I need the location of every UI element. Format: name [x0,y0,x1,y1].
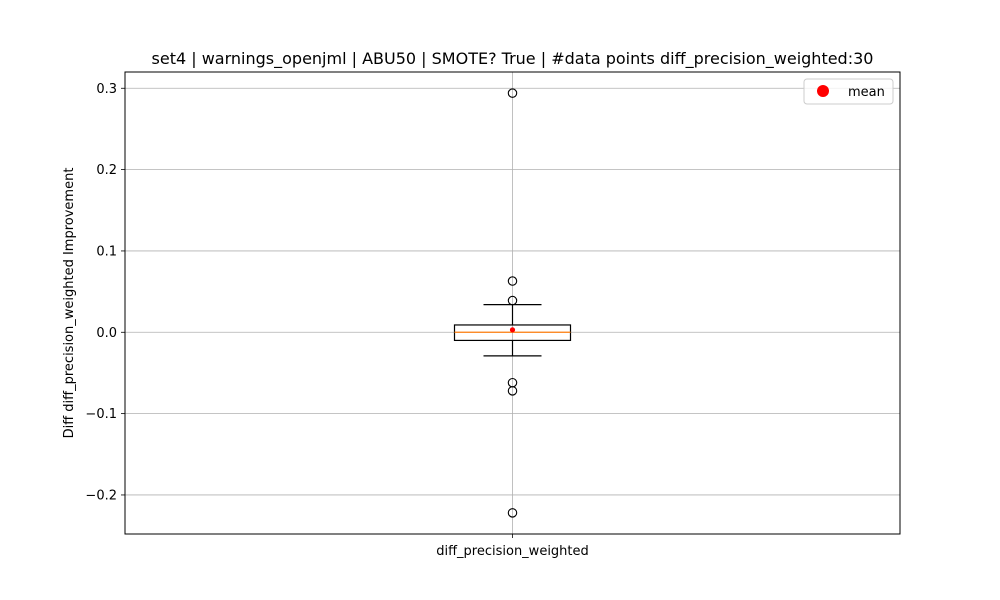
outlier-point [507,295,518,306]
y-axis-label: Diff diff_precision_weighted Improvement [62,168,77,439]
y-tick-label: 0.2 [96,163,117,178]
outlier-point [507,276,518,286]
legend-frame [803,78,894,105]
y-tick-label: 0.0 [96,326,117,341]
outlier-point [507,508,518,518]
mean-point [509,327,516,333]
legend-mean-marker [817,85,829,97]
chart-title: set4 | warnings_openjml | ABU50 | SMOTE?… [152,49,874,69]
x-axis-ticks: diff_precision_weighted [436,534,589,559]
y-tick-label: 0.1 [96,244,117,259]
y-tick-label: −0.2 [85,488,117,503]
x-tick-label: diff_precision_weighted [436,544,589,559]
y-axis-ticks: −0.2 −0.1 0.0 0.1 0.2 0.3 [85,82,125,503]
y-tick-label: −0.1 [85,407,117,422]
grid-lines [125,72,900,534]
outlier-point [507,386,518,396]
box-elements [453,88,572,518]
outlier-point [507,88,518,98]
legend: mean [803,78,894,105]
legend-mean-label: mean [848,85,885,100]
y-tick-label: 0.3 [96,82,117,97]
